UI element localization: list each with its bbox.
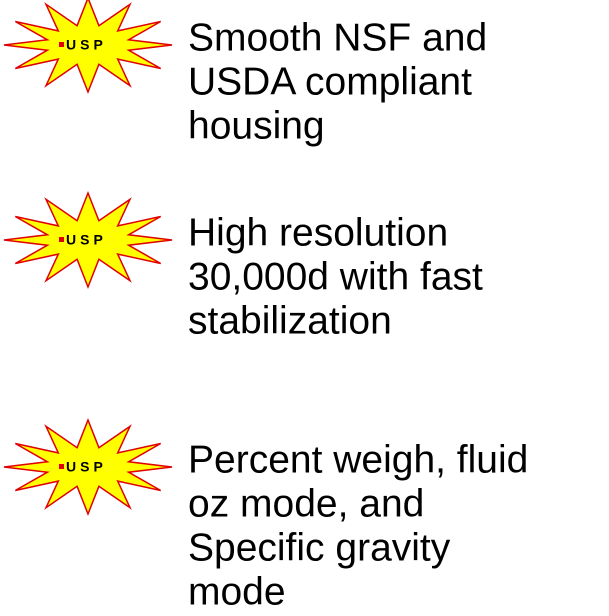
starburst bbox=[3, 190, 173, 290]
feature-text: housing bbox=[188, 104, 325, 147]
badge-label: USP bbox=[66, 37, 107, 53]
badge-dot bbox=[59, 237, 64, 242]
badge-label: USP bbox=[66, 232, 107, 248]
feature-text: oz mode, and bbox=[188, 482, 424, 525]
feature-text: mode bbox=[188, 570, 286, 611]
starburst bbox=[3, 0, 173, 95]
feature-text: USDA compliant bbox=[188, 60, 472, 103]
starburst bbox=[3, 417, 173, 517]
feature-text: stabilization bbox=[188, 299, 392, 342]
badge-dot bbox=[59, 464, 64, 469]
badge-dot bbox=[59, 42, 64, 47]
feature-text: Percent weigh, fluid bbox=[188, 438, 528, 481]
feature-text: Specific gravity bbox=[188, 526, 451, 569]
feature-text: High resolution bbox=[188, 211, 448, 254]
feature-text: Smooth NSF and bbox=[188, 16, 487, 59]
badge-label: USP bbox=[66, 459, 107, 475]
feature-text: 30,000d with fast bbox=[188, 255, 483, 298]
